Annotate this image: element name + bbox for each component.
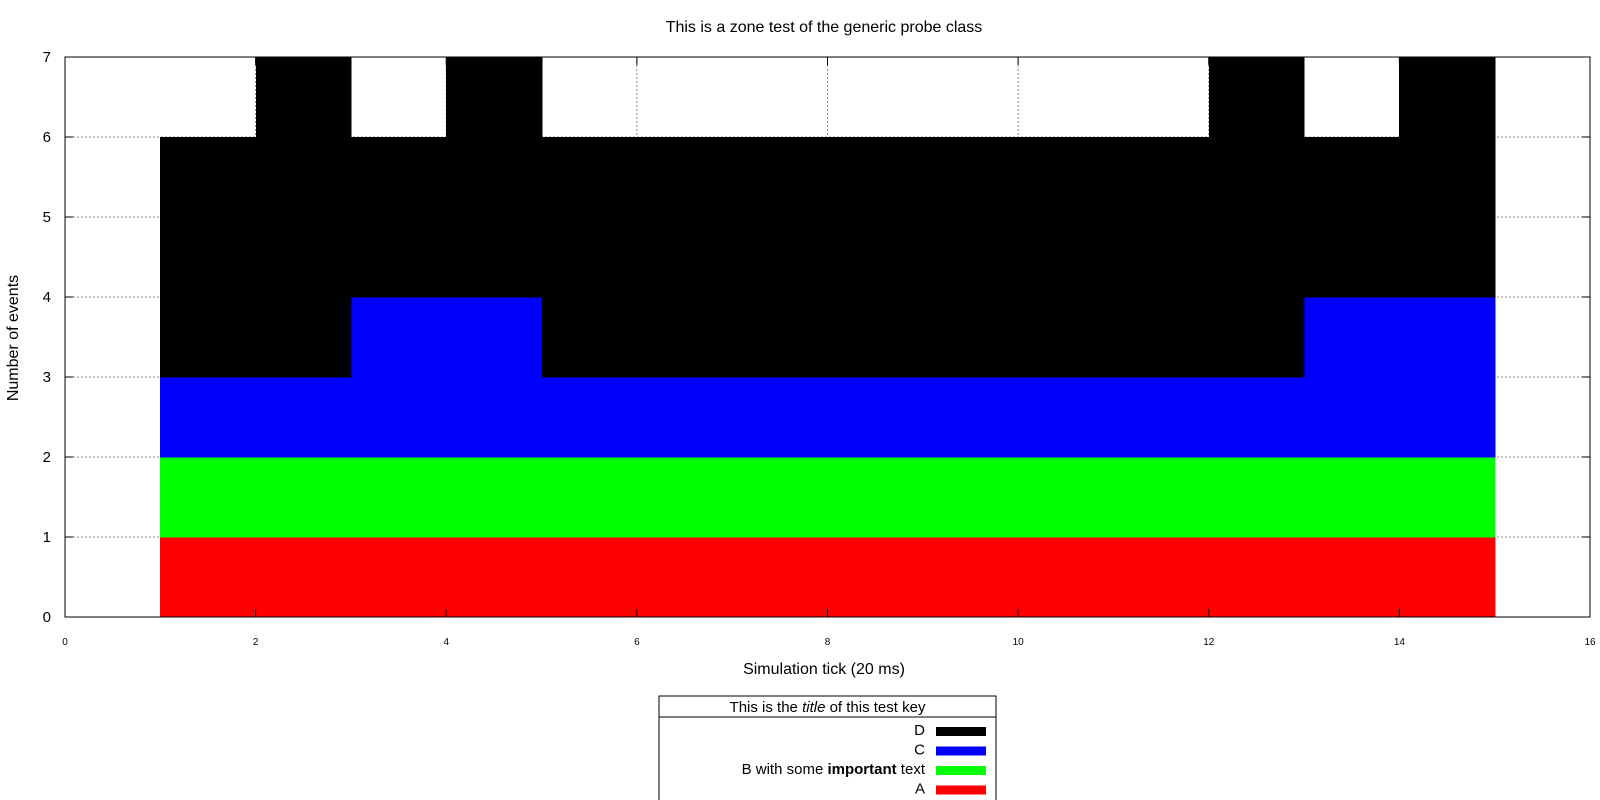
x-axis-ticks: 0 2 4 6 8 10 12 14 16	[62, 57, 1596, 648]
zone-d	[160, 137, 257, 378]
zone-c	[351, 297, 447, 458]
zone-d	[1209, 57, 1305, 378]
zone-b-with-some-important-text	[637, 457, 733, 538]
legend-label-c: C	[914, 742, 925, 759]
y-axis-label: Number of events	[5, 275, 22, 401]
zone-a	[1399, 537, 1496, 618]
chart-title: This is a zone test of the generic probe…	[666, 19, 983, 36]
zone-d	[923, 137, 1019, 378]
zone-a	[732, 537, 829, 618]
zone-a	[160, 537, 257, 618]
zone-a	[923, 537, 1019, 618]
x-tick-label: 10	[1013, 637, 1025, 648]
zone-a	[637, 537, 733, 618]
x-tick-label: 8	[825, 637, 831, 648]
y-tick-label: 3	[43, 369, 51, 386]
zone-d	[256, 57, 352, 378]
y-tick-label: 0	[43, 609, 51, 626]
y-tick-label: 4	[43, 289, 51, 306]
zone-c	[732, 377, 829, 458]
x-tick-label: 0	[62, 637, 68, 648]
zone-d	[1399, 57, 1496, 298]
zone-b-with-some-important-text	[1113, 457, 1210, 538]
legend-swatch-d	[936, 727, 986, 736]
y-axis-ticks: 0 1 2 3 4 5 6 7	[43, 49, 1590, 626]
zone-d	[542, 137, 638, 378]
zone-c	[1399, 297, 1496, 458]
zone-d	[1018, 137, 1114, 378]
legend-label-b-with-some-important-text: B with some important text	[742, 761, 926, 778]
zone-b-with-some-important-text	[923, 457, 1019, 538]
legend-label-a: A	[915, 781, 925, 798]
zone-a	[1209, 537, 1305, 618]
zone-a	[351, 537, 447, 618]
zone-a	[1018, 537, 1114, 618]
zone-c	[923, 377, 1019, 458]
legend-swatch-c	[936, 746, 986, 756]
zone-b-with-some-important-text	[446, 457, 543, 538]
legend-swatch-a	[936, 785, 986, 795]
zone-b-with-some-important-text	[1209, 457, 1305, 538]
zone-d	[351, 137, 447, 298]
legend-swatch-b-with-some-important-text	[936, 766, 986, 775]
zone-c	[1018, 377, 1114, 458]
y-tick-label: 6	[43, 129, 51, 146]
zone-d	[1113, 137, 1210, 378]
zone-c	[542, 377, 638, 458]
zone-b-with-some-important-text	[542, 457, 638, 538]
zone-b-with-some-important-text	[1399, 457, 1496, 538]
zone-c	[160, 377, 257, 458]
x-tick-label: 14	[1394, 637, 1406, 648]
zone-a	[828, 537, 924, 618]
zone-d	[1304, 137, 1400, 298]
zone-a	[542, 537, 638, 618]
y-tick-label: 7	[43, 49, 51, 66]
legend: This is the title of this test key DC B wi…	[658, 695, 997, 800]
zone-c	[1304, 297, 1400, 458]
zone-b-with-some-important-text	[1304, 457, 1400, 538]
zone-c	[828, 377, 924, 458]
zone-c	[446, 297, 543, 458]
zone-areas	[160, 57, 1496, 618]
zone-d	[446, 57, 543, 298]
zone-b-with-some-important-text	[351, 457, 447, 538]
zone-d	[828, 137, 924, 378]
x-tick-label: 4	[443, 637, 449, 648]
zone-c	[1113, 377, 1210, 458]
legend-title: This is the title of this test key	[730, 699, 926, 716]
zone-a	[1113, 537, 1210, 618]
y-tick-label: 5	[43, 209, 51, 226]
zone-a	[446, 537, 543, 618]
zone-d	[637, 137, 733, 378]
legend-label-d: D	[914, 722, 925, 739]
zone-a	[256, 537, 352, 618]
zone-a	[1304, 537, 1400, 618]
x-tick-label: 12	[1203, 637, 1215, 648]
zone-b-with-some-important-text	[828, 457, 924, 538]
y-tick-label: 1	[43, 529, 51, 546]
zone-b-with-some-important-text	[256, 457, 352, 538]
y-tick-label: 2	[43, 449, 51, 466]
zone-c	[256, 377, 352, 458]
zone-c	[637, 377, 733, 458]
zone-c	[1209, 377, 1305, 458]
zone-d	[732, 137, 829, 378]
x-tick-label: 6	[634, 637, 640, 648]
zone-b-with-some-important-text	[732, 457, 829, 538]
x-axis-label: Simulation tick (20 ms)	[743, 661, 905, 678]
x-tick-label: 16	[1584, 637, 1596, 648]
x-tick-label: 2	[253, 637, 259, 648]
zone-b-with-some-important-text	[1018, 457, 1114, 538]
zone-b-with-some-important-text	[160, 457, 257, 538]
